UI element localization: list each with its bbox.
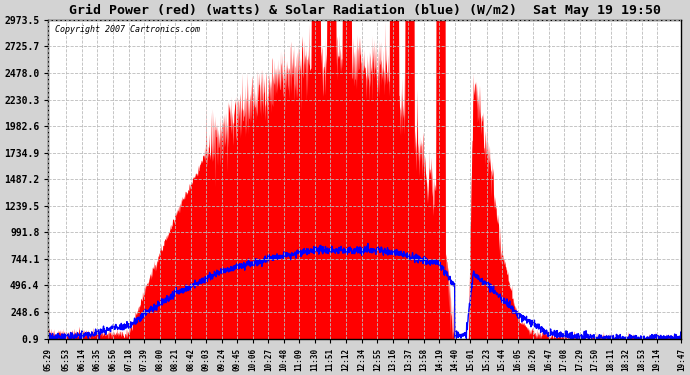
Text: Copyright 2007 Cartronics.com: Copyright 2007 Cartronics.com (55, 25, 200, 34)
Title: Grid Power (red) (watts) & Solar Radiation (blue) (W/m2)  Sat May 19 19:50: Grid Power (red) (watts) & Solar Radiati… (69, 4, 661, 17)
